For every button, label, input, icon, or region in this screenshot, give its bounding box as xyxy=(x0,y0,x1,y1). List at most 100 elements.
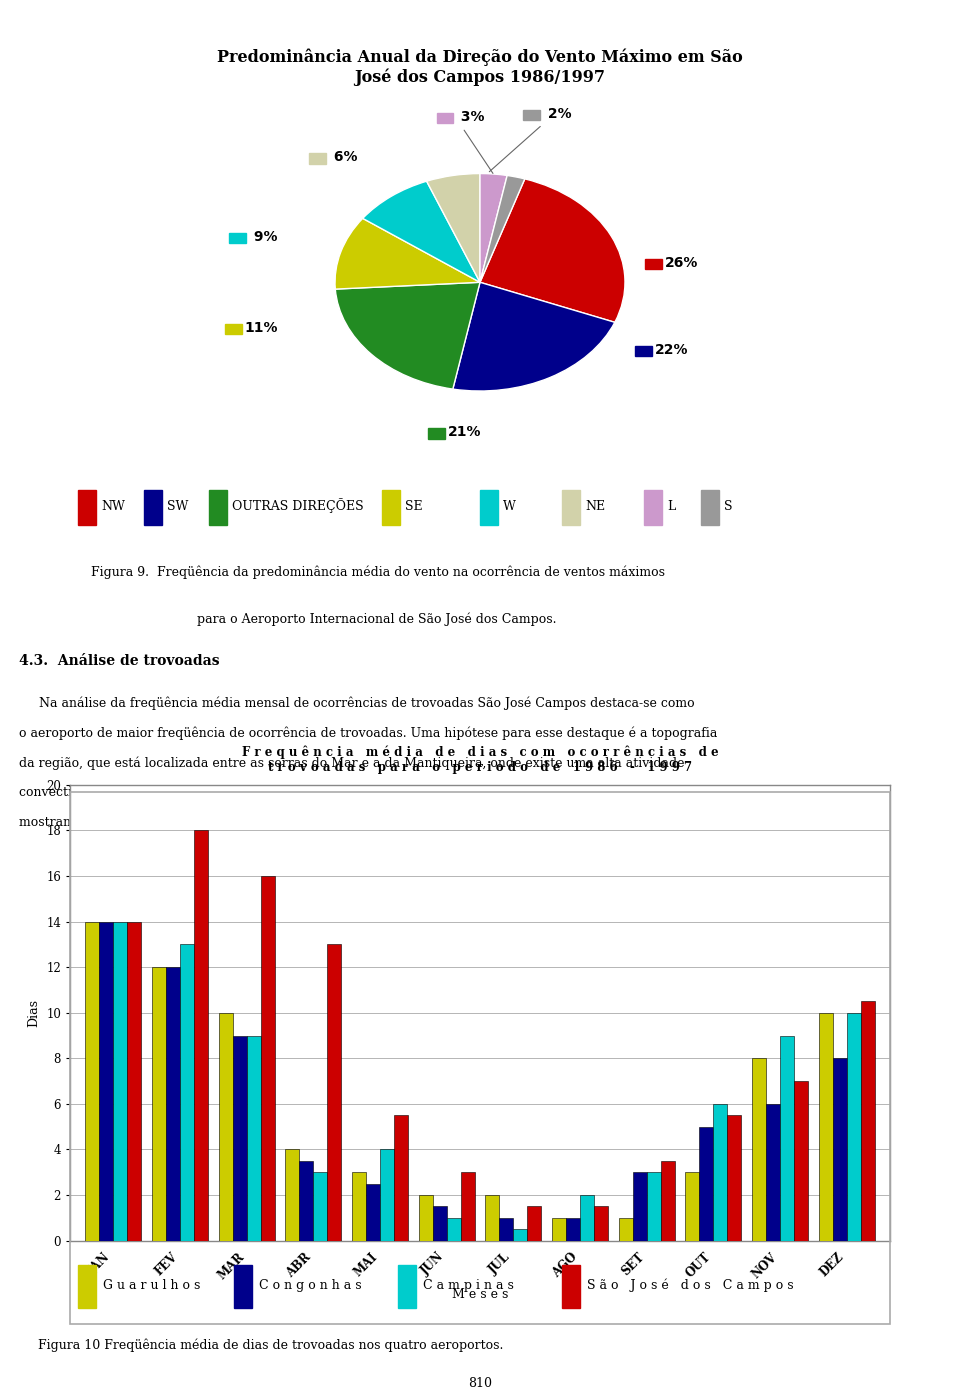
Text: mostram muita diferença entre eles, ou seja, a freqüência média se mantém muito : mostram muita diferença entre eles, ou s… xyxy=(19,815,699,829)
Bar xyxy=(636,346,652,355)
Bar xyxy=(644,489,662,524)
Bar xyxy=(261,875,275,1241)
Bar xyxy=(660,1161,675,1241)
Text: C o n g o n h a s: C o n g o n h a s xyxy=(258,1278,361,1292)
Bar xyxy=(209,489,228,524)
Bar xyxy=(366,1184,380,1241)
Text: o aeroporto de maior freqüência de ocorrência de trovoadas. Uma hipótese para es: o aeroporto de maior freqüência de ocorr… xyxy=(19,726,717,740)
Wedge shape xyxy=(480,173,507,282)
Text: SE: SE xyxy=(404,499,422,513)
Bar xyxy=(633,1172,647,1241)
Bar xyxy=(562,1264,580,1309)
Bar xyxy=(79,1264,96,1309)
Bar xyxy=(860,1001,875,1241)
Bar xyxy=(461,1172,474,1241)
Bar xyxy=(79,489,96,524)
Wedge shape xyxy=(363,181,480,282)
Y-axis label: Dias: Dias xyxy=(28,998,40,1027)
Text: W: W xyxy=(503,499,516,513)
Text: NE: NE xyxy=(585,499,605,513)
Text: SW: SW xyxy=(167,499,188,513)
Wedge shape xyxy=(335,282,480,389)
X-axis label: M e s e s: M e s e s xyxy=(452,1288,508,1301)
Text: da região, que está localizada entre as serras do Mar e a da Mantiqueira, onde e: da região, que está localizada entre as … xyxy=(19,757,684,769)
Bar xyxy=(234,1264,252,1309)
Bar xyxy=(225,323,242,335)
Bar xyxy=(580,1195,594,1241)
Bar xyxy=(219,1012,232,1241)
Text: C a m p i n a s: C a m p i n a s xyxy=(422,1278,514,1292)
Bar xyxy=(433,1206,446,1241)
Text: 2%: 2% xyxy=(543,107,572,121)
Text: 26%: 26% xyxy=(665,255,698,269)
Bar xyxy=(100,921,113,1241)
Bar xyxy=(380,1150,394,1241)
Text: Predominância Anual da Direção do Vento Máximo em São
José dos Campos 1986/1997: Predominância Anual da Direção do Vento … xyxy=(217,47,743,85)
Bar xyxy=(180,944,194,1241)
Text: Figura 9.  Freqüência da predominância média do vento na ocorrência de ventos má: Figura 9. Freqüência da predominância mé… xyxy=(91,566,665,579)
Bar xyxy=(780,1036,794,1241)
Text: NW: NW xyxy=(101,499,125,513)
Text: OUTRAS DIREÇÕES: OUTRAS DIREÇÕES xyxy=(232,499,364,513)
Wedge shape xyxy=(480,178,625,322)
Text: 9%: 9% xyxy=(249,230,277,244)
Bar xyxy=(85,921,100,1241)
Bar xyxy=(794,1082,808,1241)
Bar xyxy=(523,110,540,120)
Bar xyxy=(647,1172,660,1241)
Bar xyxy=(394,1115,408,1241)
Text: G u a r u l h o s: G u a r u l h o s xyxy=(103,1278,201,1292)
Bar xyxy=(144,489,162,524)
Bar xyxy=(819,1012,832,1241)
Bar xyxy=(480,489,498,524)
Bar xyxy=(247,1036,261,1241)
Text: S: S xyxy=(724,499,732,513)
Bar xyxy=(128,921,141,1241)
Text: 4.3.  Análise de trovoadas: 4.3. Análise de trovoadas xyxy=(19,654,220,668)
Text: para o Aeroporto Internacional de São José dos Campos.: para o Aeroporto Internacional de São Jo… xyxy=(198,613,557,626)
Text: 6%: 6% xyxy=(328,151,357,164)
Text: 11%: 11% xyxy=(245,321,277,335)
Bar xyxy=(352,1172,366,1241)
Bar xyxy=(766,1104,780,1241)
Title: F r e q u ê n c i a   m é d i a   d e   d i a s   c o m   o c o r r ê n c i a s : F r e q u ê n c i a m é d i a d e d i a … xyxy=(242,746,718,774)
Wedge shape xyxy=(426,173,480,282)
Bar xyxy=(428,428,444,439)
Bar xyxy=(446,1218,461,1241)
Wedge shape xyxy=(335,219,480,289)
Bar xyxy=(552,1218,566,1241)
Bar xyxy=(113,921,128,1241)
Bar xyxy=(285,1150,300,1241)
Bar xyxy=(752,1058,766,1241)
Bar xyxy=(847,1012,860,1241)
Bar xyxy=(166,967,180,1241)
Bar xyxy=(419,1195,433,1241)
Bar xyxy=(699,1126,713,1241)
Bar xyxy=(327,944,342,1241)
Bar xyxy=(300,1161,313,1241)
Text: 3%: 3% xyxy=(456,110,485,124)
Text: convectiva, formação de nuvens orográficas e a facilidade de entrada de frentes.: convectiva, formação de nuvens orográfic… xyxy=(19,786,703,800)
Text: 810: 810 xyxy=(468,1377,492,1390)
Bar xyxy=(566,1218,580,1241)
Bar xyxy=(398,1264,416,1309)
Text: Na análise da freqüência média mensal de ocorrências de trovoadas São José Campo: Na análise da freqüência média mensal de… xyxy=(19,697,695,711)
Wedge shape xyxy=(453,282,614,390)
Bar xyxy=(309,153,325,163)
Bar xyxy=(702,489,719,524)
Bar xyxy=(152,967,166,1241)
Bar xyxy=(194,831,208,1241)
Bar xyxy=(594,1206,608,1241)
Wedge shape xyxy=(480,176,525,282)
Text: 21%: 21% xyxy=(447,425,481,439)
Text: S ã o   J o s é   d o s   C a m p o s: S ã o J o s é d o s C a m p o s xyxy=(587,1278,793,1292)
Bar xyxy=(514,1230,527,1241)
Bar xyxy=(562,489,580,524)
Bar xyxy=(232,1036,247,1241)
Bar xyxy=(832,1058,847,1241)
Bar xyxy=(728,1115,741,1241)
Bar xyxy=(618,1218,633,1241)
Bar xyxy=(713,1104,728,1241)
Text: L: L xyxy=(667,499,675,513)
Bar xyxy=(645,259,662,269)
